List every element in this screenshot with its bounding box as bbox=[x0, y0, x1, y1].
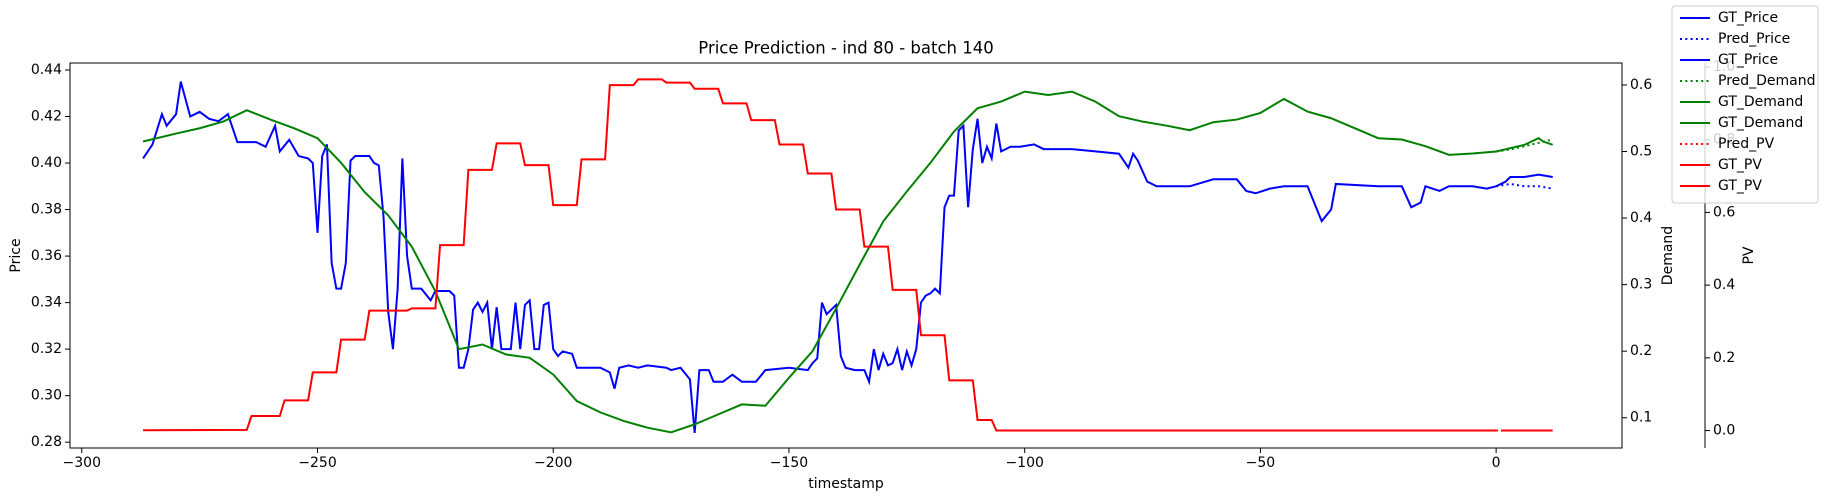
legend-label: Pred_Demand bbox=[1718, 73, 1816, 89]
x-tick-label: −300 bbox=[63, 455, 101, 471]
legend-box bbox=[1671, 5, 1819, 204]
y-tick-label: 0.38 bbox=[31, 202, 62, 218]
legend-label: GT_PV bbox=[1718, 178, 1762, 194]
series-line bbox=[142, 90, 1497, 434]
series-line bbox=[1495, 182, 1553, 190]
y-axis-label: Price bbox=[8, 238, 24, 272]
y3-tick-label: 0.4 bbox=[1713, 277, 1735, 293]
plot-frame bbox=[69, 62, 1623, 449]
y-tick-label: 0.30 bbox=[31, 388, 62, 404]
legend-label: GT_Price bbox=[1718, 10, 1778, 26]
legend-label: GT_Demand bbox=[1718, 115, 1803, 131]
x-tick-label: 0 bbox=[1492, 455, 1501, 471]
y-tick-label: 0.42 bbox=[31, 109, 62, 125]
x-tick-label: −250 bbox=[298, 455, 336, 471]
x-tick-label: −100 bbox=[1005, 455, 1043, 471]
legend-label: Pred_Price bbox=[1718, 31, 1790, 47]
legend-label: GT_PV bbox=[1718, 157, 1762, 173]
y-tick-label: 0.34 bbox=[31, 295, 62, 311]
series-line bbox=[1495, 137, 1554, 153]
y-tick-label: 0.44 bbox=[31, 62, 62, 78]
y2-tick-label: 0.3 bbox=[1630, 277, 1652, 293]
y3-axis-label: PV bbox=[1741, 246, 1757, 264]
y2-axis-label: Demand bbox=[1660, 226, 1676, 285]
x-axis-label: timestamp bbox=[808, 476, 884, 492]
y2-tick-label: 0.6 bbox=[1630, 77, 1652, 93]
y-tick-label: 0.36 bbox=[31, 248, 62, 264]
y-tick-label: 0.40 bbox=[31, 155, 62, 171]
y2-tick-label: 0.1 bbox=[1630, 410, 1652, 426]
y2-tick-label: 0.4 bbox=[1630, 210, 1652, 226]
series-line bbox=[1495, 173, 1553, 188]
legend-label: Pred_PV bbox=[1718, 136, 1775, 152]
x-tick-label: −150 bbox=[770, 455, 808, 471]
y-tick-label: 0.28 bbox=[31, 434, 62, 450]
y2-tick-label: 0.2 bbox=[1630, 343, 1652, 359]
x-tick-label: −50 bbox=[1246, 455, 1276, 471]
y3-tick-label: 0.6 bbox=[1713, 204, 1735, 220]
y2-tick-label: 0.5 bbox=[1630, 144, 1652, 160]
y3-tick-label: 0.2 bbox=[1713, 350, 1735, 366]
legend-label: GT_Price bbox=[1718, 52, 1778, 68]
chart-title: Price Prediction - ind 80 - batch 140 bbox=[698, 39, 993, 58]
x-tick-label: −200 bbox=[534, 455, 572, 471]
legend: GT_Price Pred_Price GT_Price Pred_Demand GT_… bbox=[1671, 5, 1819, 204]
y3-tick-label: 0.0 bbox=[1713, 423, 1735, 439]
legend-label: GT_Demand bbox=[1718, 94, 1803, 110]
series-line bbox=[142, 81, 1497, 433]
y-tick-label: 0.32 bbox=[31, 341, 62, 357]
series-line bbox=[143, 78, 1497, 432]
